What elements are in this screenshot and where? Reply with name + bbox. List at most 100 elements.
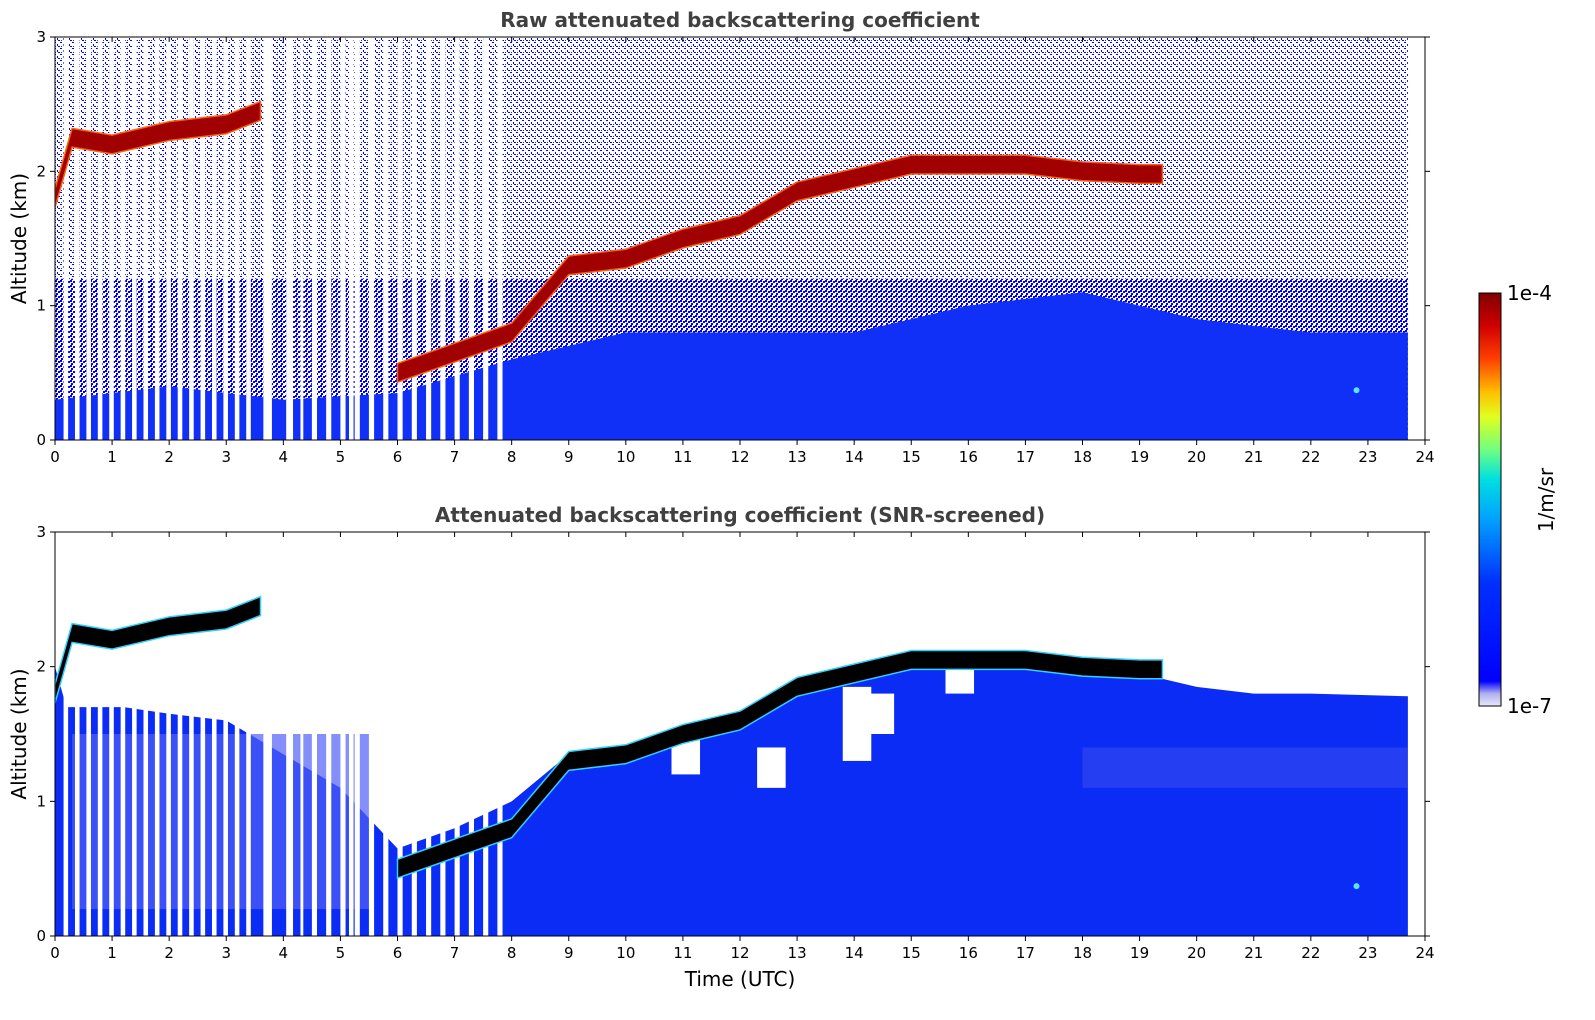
boundary-layer [55,292,1408,440]
x-tick-label: 14 [845,448,864,466]
screened-gap [865,693,895,734]
data-gap [426,532,432,936]
data-gap [177,37,183,440]
data-gap [189,532,194,936]
x-tick-label: 5 [336,448,346,466]
data-gap [154,532,160,936]
x-tick-label: 8 [507,944,517,962]
x-tick-label: 7 [450,944,460,962]
data-gap [166,532,171,936]
data-gap [263,532,272,936]
data-gap [411,37,417,440]
data-gap [86,37,91,440]
data-gap [246,37,251,440]
x-tick-label: 16 [959,448,978,466]
colorbar-label: 1/m/sr [1534,467,1558,532]
data-gap [497,37,503,440]
data-gap [326,532,332,936]
data-gap [86,532,91,936]
data-gap [211,532,217,936]
x-tick-label: 7 [450,448,460,466]
cloud-layer [396,649,1164,880]
x-tick-label: 15 [902,448,921,466]
x-tick-label: 13 [788,944,807,962]
x-axis-label: Time (UTC) [684,967,796,991]
data-gap [120,37,126,440]
x-tick-label: 8 [507,448,517,466]
x-tick-label: 18 [1073,944,1092,962]
x-tick-label: 4 [279,448,289,466]
x-tick-label: 10 [616,944,635,962]
data-gap [311,532,318,936]
x-tick-label: 10 [616,448,635,466]
data-gap [368,37,374,440]
top-panel: Raw attenuated backscattering coefficien… [7,8,1435,466]
x-tick-label: 18 [1073,448,1092,466]
data-gap [286,37,294,440]
data-gap [132,532,137,936]
x-tick-label: 20 [1187,944,1206,962]
x-tick-label: 19 [1130,448,1149,466]
data-gap [189,37,194,440]
data-gap [63,37,69,440]
data-gap [74,532,80,936]
x-tick-label: 2 [164,448,174,466]
x-tick-label: 13 [788,448,807,466]
x-tick-label: 24 [1415,448,1434,466]
data-gap [166,37,171,440]
x-tick-label: 17 [1016,944,1035,962]
data-gap [223,37,228,440]
x-tick-label: 14 [845,944,864,962]
aerosol-speck [1353,387,1360,394]
screened-gap [757,747,786,788]
colorbar: 1e-4 1e-7 1/m/sr [1478,281,1558,718]
x-tick-label: 16 [959,944,978,962]
data-gap [263,37,272,440]
data-gap [234,37,240,440]
data-gap [120,532,126,936]
data-gap [326,37,332,440]
data-gap [109,532,114,936]
y-tick-label: 1 [36,297,46,315]
cloud-layer [396,154,1164,384]
data-gap [348,37,354,440]
data-gap [143,532,149,936]
colorbar-rect [1478,292,1502,707]
colorbar-min-label: 1e-7 [1507,694,1552,718]
data-gap [468,37,474,440]
x-tick-label: 23 [1358,944,1377,962]
data-gap [211,37,217,440]
data-gap [354,37,360,440]
x-tick-label: 21 [1244,448,1263,466]
data-gap [300,37,304,440]
y-tick-label: 1 [36,792,46,810]
data-gap [200,532,206,936]
bottom-panel: Attenuated backscattering coefficient (S… [7,503,1435,991]
y-tick-label: 0 [36,927,46,945]
x-tick-label: 4 [279,944,289,962]
panel-1-plot-area [55,532,1408,936]
data-gap [454,532,460,936]
data-gap [74,37,80,440]
x-tick-label: 24 [1415,944,1434,962]
panel-0-title: Raw attenuated backscattering coefficien… [500,8,980,32]
colorbar-max-label: 1e-4 [1507,281,1552,305]
x-tick-label: 5 [336,944,346,962]
data-gap [411,532,417,936]
data-gap [383,532,389,936]
data-gap [348,532,354,936]
data-gap [340,532,346,936]
x-tick-label: 23 [1358,448,1377,466]
y-tick-label: 0 [36,431,46,449]
data-gap [383,37,389,440]
x-tick-label: 6 [393,448,403,466]
x-tick-label: 20 [1187,448,1206,466]
y-axis-label: Altitude (km) [7,173,31,304]
y-tick-label: 3 [36,28,46,46]
data-gap [246,532,251,936]
x-tick-label: 17 [1016,448,1035,466]
data-gap [311,37,318,440]
x-tick-label: 12 [730,448,749,466]
data-gap [97,532,103,936]
data-gap [177,532,183,936]
